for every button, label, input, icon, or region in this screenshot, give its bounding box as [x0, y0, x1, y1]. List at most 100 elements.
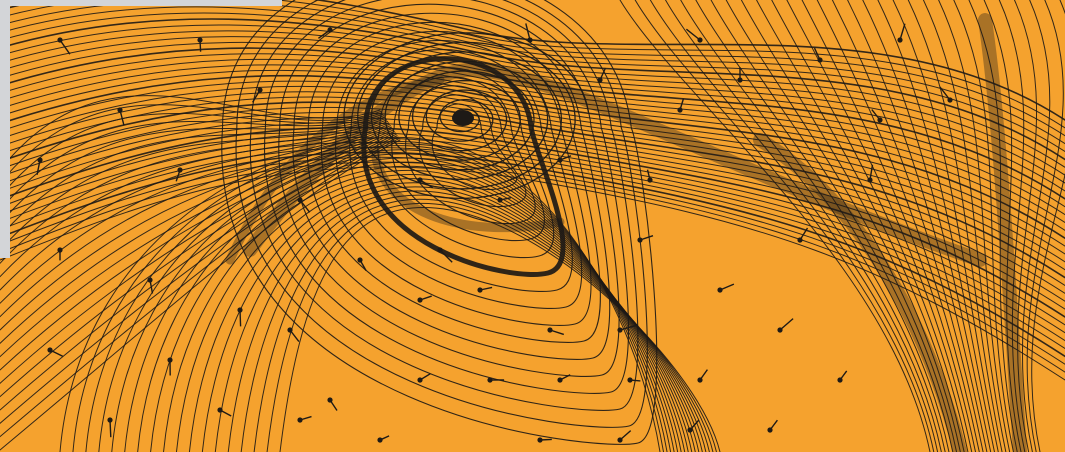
arrow-dot — [697, 37, 703, 43]
streamline — [877, 0, 995, 452]
streamline — [725, 0, 958, 452]
streamline — [201, 182, 700, 452]
arrow-dot — [57, 247, 63, 253]
arrow-dot — [527, 37, 533, 43]
streamline — [266, 202, 717, 452]
closed-orbit — [361, 56, 566, 277]
arrow-dot — [217, 407, 223, 413]
streamline — [163, 169, 689, 452]
streamline — [710, 0, 954, 452]
streamline — [137, 161, 682, 452]
streamline — [1031, 0, 1065, 452]
closed-orbit — [391, 76, 545, 241]
arrow-dot — [357, 257, 363, 263]
arrow-dot — [677, 107, 683, 113]
arrow-dot — [737, 77, 743, 83]
streamline — [680, 0, 946, 452]
arrow-dot — [297, 197, 303, 203]
arrow-tail — [439, 249, 453, 263]
arrow-tail — [939, 86, 951, 101]
arrow-dot — [167, 357, 173, 363]
streamline — [756, 0, 965, 452]
streamline — [847, 0, 988, 452]
streamline — [953, 0, 1014, 452]
arrow-dot — [147, 277, 153, 283]
streamline — [816, 0, 980, 452]
arrow-dot — [877, 117, 883, 123]
arrow-dot — [117, 107, 123, 113]
arrow-dot — [177, 167, 183, 173]
closed-orbit — [320, 30, 592, 326]
arrow-dot — [627, 377, 633, 383]
streamline — [695, 0, 950, 452]
spiral-focus — [343, 32, 590, 200]
arrow-dot — [717, 287, 723, 293]
streamline — [649, 0, 939, 452]
streamline — [619, 0, 931, 452]
streamline — [892, 0, 999, 452]
streamline — [968, 0, 1018, 452]
streamline — [922, 0, 1007, 452]
closed-orbit — [264, 0, 630, 394]
streamline — [938, 0, 1011, 452]
streamline — [998, 0, 1026, 452]
arrow-dot — [417, 177, 423, 183]
arrow-tail — [239, 309, 242, 327]
arrow-tail — [619, 324, 637, 331]
closed-orbit — [335, 40, 583, 309]
arrow-dot — [697, 377, 703, 383]
arrow-tail — [685, 28, 701, 41]
streamline — [862, 0, 992, 452]
arrow-dot — [597, 77, 603, 83]
arrow-dot — [377, 437, 383, 443]
arrow-dot — [297, 417, 303, 423]
streamline — [786, 0, 973, 452]
arrow-dot — [837, 377, 843, 383]
streamline — [771, 0, 969, 452]
arrow-dot — [547, 327, 553, 333]
arrow-dot — [47, 347, 53, 353]
arrow-tail — [299, 199, 311, 213]
arrow-dot — [777, 327, 783, 333]
spiral-curve — [343, 32, 590, 200]
streamline — [227, 190, 707, 452]
streamline — [831, 0, 984, 452]
arrow-dot — [617, 327, 623, 333]
closed-orbit — [306, 21, 601, 343]
arrow-dot — [557, 377, 563, 383]
streamline — [72, 141, 665, 452]
arrow-dot — [417, 297, 423, 303]
arrow-dot — [487, 377, 493, 383]
arrow-dot — [687, 427, 693, 433]
streamline — [214, 186, 703, 452]
arrow-tail — [109, 419, 112, 438]
arrow-dot — [327, 27, 333, 33]
closed-orbit — [292, 12, 611, 360]
arrow-dot — [537, 437, 543, 443]
dark-band — [978, 13, 1027, 452]
arrow-tail — [525, 23, 531, 41]
streamline — [279, 207, 721, 452]
closed-orbit — [278, 3, 620, 377]
arrow-dot — [257, 87, 263, 93]
arrow-dot — [327, 397, 333, 403]
arrow-dot — [497, 197, 503, 203]
arrow-dot — [287, 327, 293, 333]
arrow-dot — [107, 417, 113, 423]
streamline — [634, 0, 935, 452]
closed-orbit — [377, 67, 555, 258]
arrow-tail — [779, 318, 794, 331]
closed-orbit — [249, 0, 639, 411]
streamline — [188, 178, 696, 452]
streamline — [1026, 0, 1064, 452]
arrow-dot — [237, 307, 243, 313]
arrow-dot — [417, 377, 423, 383]
arrow-dot — [797, 237, 803, 243]
arrow-dot — [37, 157, 43, 163]
streamline — [665, 0, 942, 452]
arrow-dot — [637, 237, 643, 243]
arrow-dot — [897, 37, 903, 43]
closed-orbit — [221, 0, 658, 445]
